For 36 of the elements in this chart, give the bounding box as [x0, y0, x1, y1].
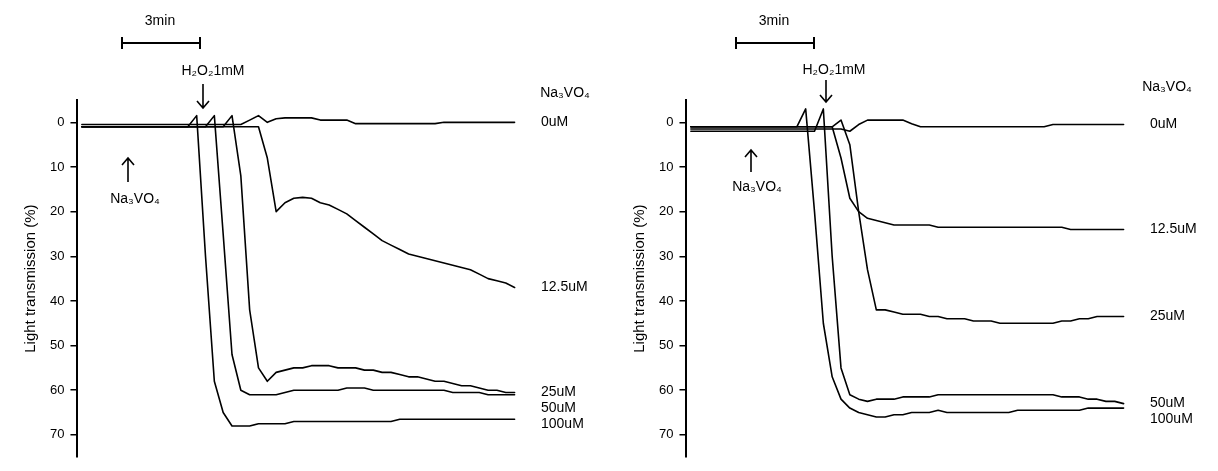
y-tick-label: 50	[49, 337, 65, 353]
y-tick-label: 60	[658, 381, 674, 397]
annotation: Na₃VO₄	[110, 190, 160, 206]
text: 3min	[144, 12, 176, 28]
annotation: Na₃VO₄	[732, 178, 782, 194]
text: H₂O₂1mM	[181, 62, 245, 78]
series-label: 25uM	[541, 383, 577, 400]
y-tick-label: 50	[658, 337, 674, 353]
y-tick-label: 30	[49, 247, 65, 263]
y-tick-label: 60	[49, 381, 65, 397]
y-tick-label: 20	[49, 203, 65, 219]
text: 3min	[758, 12, 790, 28]
series-label: 12.5uM	[541, 278, 588, 295]
legend-title: Na₃VO₄	[540, 84, 590, 100]
y-tick-label: 70	[658, 426, 674, 442]
series-label: 50uM	[1150, 394, 1186, 411]
y-tick-label: 20	[658, 203, 674, 219]
y-tick-label: 10	[658, 158, 674, 174]
series-label: 100uM	[541, 415, 584, 432]
y-tick-label: 0	[57, 113, 65, 129]
y-axis-title: Light transmission (%)	[21, 204, 39, 353]
series-label: 25uM	[1150, 307, 1186, 324]
series-label: 100uM	[1150, 410, 1193, 427]
y-tick-label: 30	[658, 247, 674, 263]
series-label: 0uM	[541, 113, 569, 130]
series-label: 0uM	[1150, 115, 1178, 132]
y-axis-title: Light transmission (%)	[630, 204, 648, 353]
y-tick-label: 40	[49, 292, 65, 308]
y-tick-label: 70	[49, 426, 65, 442]
y-tick-label: 40	[658, 292, 674, 308]
legend-title: Na₃VO₄	[1142, 78, 1192, 94]
text: H₂O₂1mM	[802, 61, 866, 77]
series-label: 12.5uM	[1150, 220, 1197, 237]
series-label: 50uM	[541, 399, 577, 416]
y-tick-label: 0	[666, 113, 674, 129]
y-tick-label: 10	[49, 158, 65, 174]
